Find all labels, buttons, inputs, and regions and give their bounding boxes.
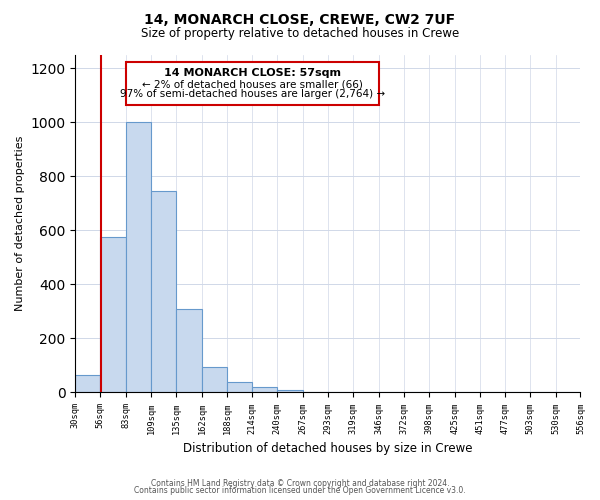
Bar (202, 367, 227, 392)
Text: 97% of semi-detached houses are larger (2,764) →: 97% of semi-detached houses are larger (… (120, 88, 385, 99)
X-axis label: Distribution of detached houses by size in Crewe: Distribution of detached houses by size … (183, 442, 473, 455)
Bar (76, 374, 100, 392)
Text: Contains HM Land Registry data © Crown copyright and database right 2024.: Contains HM Land Registry data © Crown c… (151, 478, 449, 488)
Text: ← 2% of detached houses are smaller (66): ← 2% of detached houses are smaller (66) (142, 80, 363, 90)
Bar (176, 309, 202, 392)
Bar (227, 382, 252, 392)
Bar (100, 237, 126, 392)
Text: Size of property relative to detached houses in Crewe: Size of property relative to detached ho… (141, 28, 459, 40)
Bar (151, 192, 176, 392)
Bar (252, 387, 277, 392)
Bar (126, 62, 379, 105)
Text: Contains public sector information licensed under the Open Government Licence v3: Contains public sector information licen… (134, 486, 466, 495)
Text: 14 MONARCH CLOSE: 57sqm: 14 MONARCH CLOSE: 57sqm (164, 68, 341, 78)
Bar (277, 390, 303, 392)
Bar (126, 122, 151, 392)
Text: 14, MONARCH CLOSE, CREWE, CW2 7UF: 14, MONARCH CLOSE, CREWE, CW2 7UF (145, 12, 455, 26)
Y-axis label: Number of detached properties: Number of detached properties (15, 136, 25, 312)
